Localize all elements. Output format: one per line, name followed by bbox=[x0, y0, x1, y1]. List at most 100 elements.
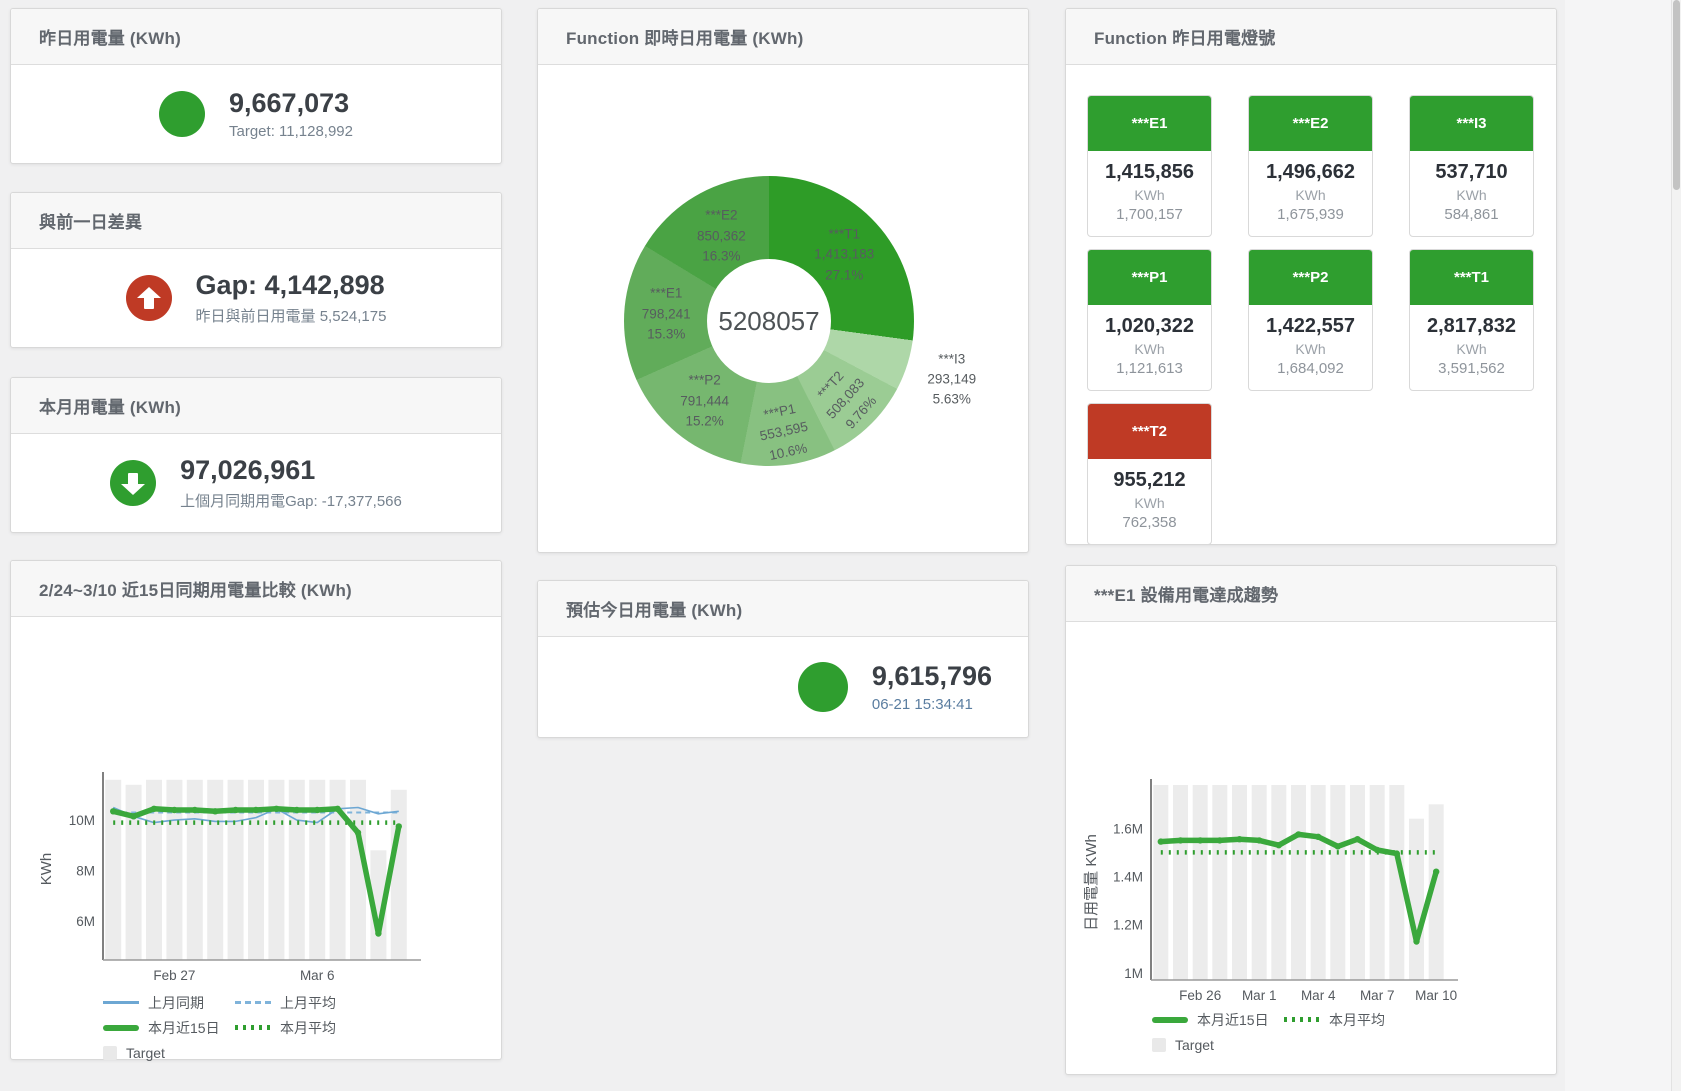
x-tick-label: Feb 27 bbox=[153, 968, 195, 983]
target-bar bbox=[1271, 785, 1287, 980]
panel-header[interactable]: 昨日用電量 (KWh) bbox=[11, 9, 501, 65]
stat-value: 9,615,796 bbox=[871, 661, 992, 692]
y-axis-title: KWh bbox=[38, 853, 55, 886]
data-point bbox=[1216, 837, 1223, 844]
panel-header[interactable]: Function 昨日用電燈號 bbox=[1066, 9, 1556, 65]
tile-unit: KWh bbox=[1134, 187, 1165, 203]
scrollbar-thumb[interactable] bbox=[1673, 0, 1680, 190]
legend-item-本月平均[interactable]: 本月平均 bbox=[235, 1015, 367, 1040]
light-tile-E2: ***E2 1,496,662 KWh 1,675,939 bbox=[1248, 95, 1373, 237]
panel-15day-comparison-chart: 2/24~3/10 近15日同期用電量比較 (KWh) 6M 8M 10M KWh Fe… bbox=[10, 560, 502, 1061]
series-markers bbox=[110, 805, 402, 937]
panel-yesterday-usage: 昨日用電量 (KWh) 9,667,073 Target: 11,128,992 bbox=[10, 8, 502, 164]
tile-status-header: ***E1 bbox=[1088, 96, 1211, 151]
status-circle-icon bbox=[159, 91, 205, 137]
stat-timestamp: 06-21 15:34:41 bbox=[871, 695, 973, 713]
legend-swatch-dotted-icon bbox=[235, 1025, 271, 1030]
legend-label: 上月平均 bbox=[280, 994, 336, 1011]
panel-header[interactable]: Function 即時日用電量 (KWh) bbox=[538, 9, 1028, 65]
legend-swatch-dashed-icon bbox=[235, 1001, 271, 1004]
panel-month-usage: 本月用電量 (KWh) 97,026,961 上個月同期用電Gap: -17,3… bbox=[10, 377, 502, 533]
stat-text: Gap: 4,142,898 昨日與前日用電量 5,524,175 bbox=[196, 270, 387, 325]
tile-unit: KWh bbox=[1456, 187, 1487, 203]
tile-status-header: ***P1 bbox=[1088, 250, 1211, 305]
target-bar bbox=[207, 779, 224, 960]
tile-unit: KWh bbox=[1134, 495, 1165, 511]
y-tick-label: 10M bbox=[69, 813, 95, 828]
legend-label: 上月同期 bbox=[148, 994, 204, 1011]
tile-value: 537,710 bbox=[1435, 161, 1508, 183]
x-tick-label: Mar 4 bbox=[1301, 988, 1336, 1002]
y-tick-label: 1M bbox=[1124, 966, 1143, 981]
tile-target: 1,684,092 bbox=[1277, 360, 1344, 377]
tile-body: 1,415,856 KWh 1,700,157 bbox=[1088, 151, 1211, 236]
target-bar bbox=[248, 779, 264, 960]
target-bar bbox=[1291, 785, 1306, 980]
panel-title: ***E1 設備用電達成趨勢 bbox=[1094, 586, 1279, 605]
panel-e1-trend-chart: ***E1 設備用電達成趨勢 1M 1.2M 1.4M 1.6M 日用電量 KWh Feb… bbox=[1065, 565, 1557, 1075]
y-tick-label: 1.4M bbox=[1113, 869, 1143, 884]
panel-header[interactable]: 與前一日差異 bbox=[11, 193, 501, 249]
panel-header[interactable]: 預估今日用電量 (KWh) bbox=[538, 581, 1028, 637]
panel-title: 與前一日差異 bbox=[39, 213, 143, 232]
panel-gap-previous-day: 與前一日差異 Gap: 4,142,898 昨日與前日用電量 5,524,175 bbox=[10, 192, 502, 348]
light-tile-T1: ***T1 2,817,832 KWh 3,591,562 bbox=[1409, 249, 1534, 391]
tile-target: 1,121,613 bbox=[1116, 360, 1183, 377]
panel-title: 2/24~3/10 近15日同期用電量比較 (KWh) bbox=[39, 581, 352, 600]
data-point bbox=[130, 813, 137, 820]
tile-body: 1,020,322 KWh 1,121,613 bbox=[1088, 305, 1211, 390]
panel-header[interactable]: 本月用電量 (KWh) bbox=[11, 378, 501, 434]
legend-item-本月平均[interactable]: 本月平均 bbox=[1284, 1007, 1416, 1032]
panel-header[interactable]: ***E1 設備用電達成趨勢 bbox=[1066, 566, 1556, 622]
legend-item-上月平均[interactable]: 上月平均 bbox=[235, 990, 367, 1015]
stat-text: 9,615,796 06-21 15:34:41 bbox=[872, 661, 992, 712]
tile-value: 1,496,662 bbox=[1266, 161, 1355, 183]
data-point bbox=[1157, 838, 1164, 845]
data-point bbox=[293, 806, 300, 814]
legend-item-Target[interactable]: Target bbox=[103, 1040, 235, 1065]
legend-item-上月同期[interactable]: 上月同期 bbox=[103, 990, 235, 1015]
data-point bbox=[1433, 868, 1440, 875]
data-point bbox=[273, 805, 280, 812]
tile-value: 1,020,322 bbox=[1105, 315, 1194, 337]
y-tick-label: 6M bbox=[76, 914, 95, 929]
legend-item-本月近15日[interactable]: 本月近15日 bbox=[1152, 1007, 1284, 1032]
target-bar bbox=[125, 784, 142, 960]
panel-header[interactable]: 2/24~3/10 近15日同期用電量比較 (KWh) bbox=[11, 561, 501, 617]
series-line-solid bbox=[112, 806, 399, 824]
data-point bbox=[1413, 938, 1420, 945]
donut-chart-area: 5208057 ***T1 1,413,183 27.1% ***I3 293,149 5… bbox=[538, 65, 1028, 552]
legend-item-Target[interactable]: Target bbox=[1152, 1032, 1284, 1057]
legend-item-本月近15日[interactable]: 本月近15日 bbox=[103, 1015, 235, 1040]
panel-title: Function 昨日用電燈號 bbox=[1094, 29, 1276, 48]
x-tick-label: Feb 26 bbox=[1179, 988, 1221, 1002]
status-circle-icon bbox=[797, 662, 848, 712]
tile-target: 584,861 bbox=[1444, 206, 1499, 223]
chart-legend: 本月近15日 本月平均 Target bbox=[1152, 1007, 1452, 1057]
line-chart-svg: 6M 8M 10M KWh Feb 27 Mar 6 bbox=[38, 772, 421, 983]
data-point bbox=[110, 808, 117, 815]
tile-body: 1,422,557 KWh 1,684,092 bbox=[1249, 305, 1372, 390]
legend-swatch-thick-icon bbox=[103, 1024, 139, 1031]
donut-slice-label-T1: ***T1 1,413,183 27.1% bbox=[814, 226, 875, 283]
panel-title: Function 即時日用電量 (KWh) bbox=[566, 29, 804, 48]
tile-status-header: ***T2 bbox=[1088, 404, 1211, 459]
donut-center-total: 5208057 bbox=[718, 305, 820, 336]
y-tick-label: 1.2M bbox=[1113, 918, 1143, 933]
y-tick-label: 8M bbox=[76, 864, 95, 879]
target-bar bbox=[1330, 785, 1346, 980]
tile-status-header: ***P2 bbox=[1249, 250, 1372, 305]
data-point bbox=[1197, 837, 1204, 844]
target-bar bbox=[186, 779, 203, 960]
legend-swatch-thick-icon bbox=[1152, 1016, 1188, 1023]
legend-label: 本月近15日 bbox=[1197, 1011, 1269, 1028]
data-point bbox=[171, 806, 178, 814]
vertical-scrollbar[interactable] bbox=[1671, 0, 1681, 1091]
light-tile-E1: ***E1 1,415,856 KWh 1,700,157 bbox=[1087, 95, 1212, 237]
comparison-line-chart: 6M 8M 10M KWh Feb 27 Mar 6 bbox=[11, 617, 501, 990]
target-bar bbox=[1232, 785, 1247, 980]
data-point bbox=[1315, 833, 1322, 840]
stat-row: 9,667,073 Target: 11,128,992 bbox=[11, 65, 501, 163]
tile-target: 1,700,157 bbox=[1116, 206, 1183, 223]
panel-title: 昨日用電量 (KWh) bbox=[39, 29, 181, 48]
